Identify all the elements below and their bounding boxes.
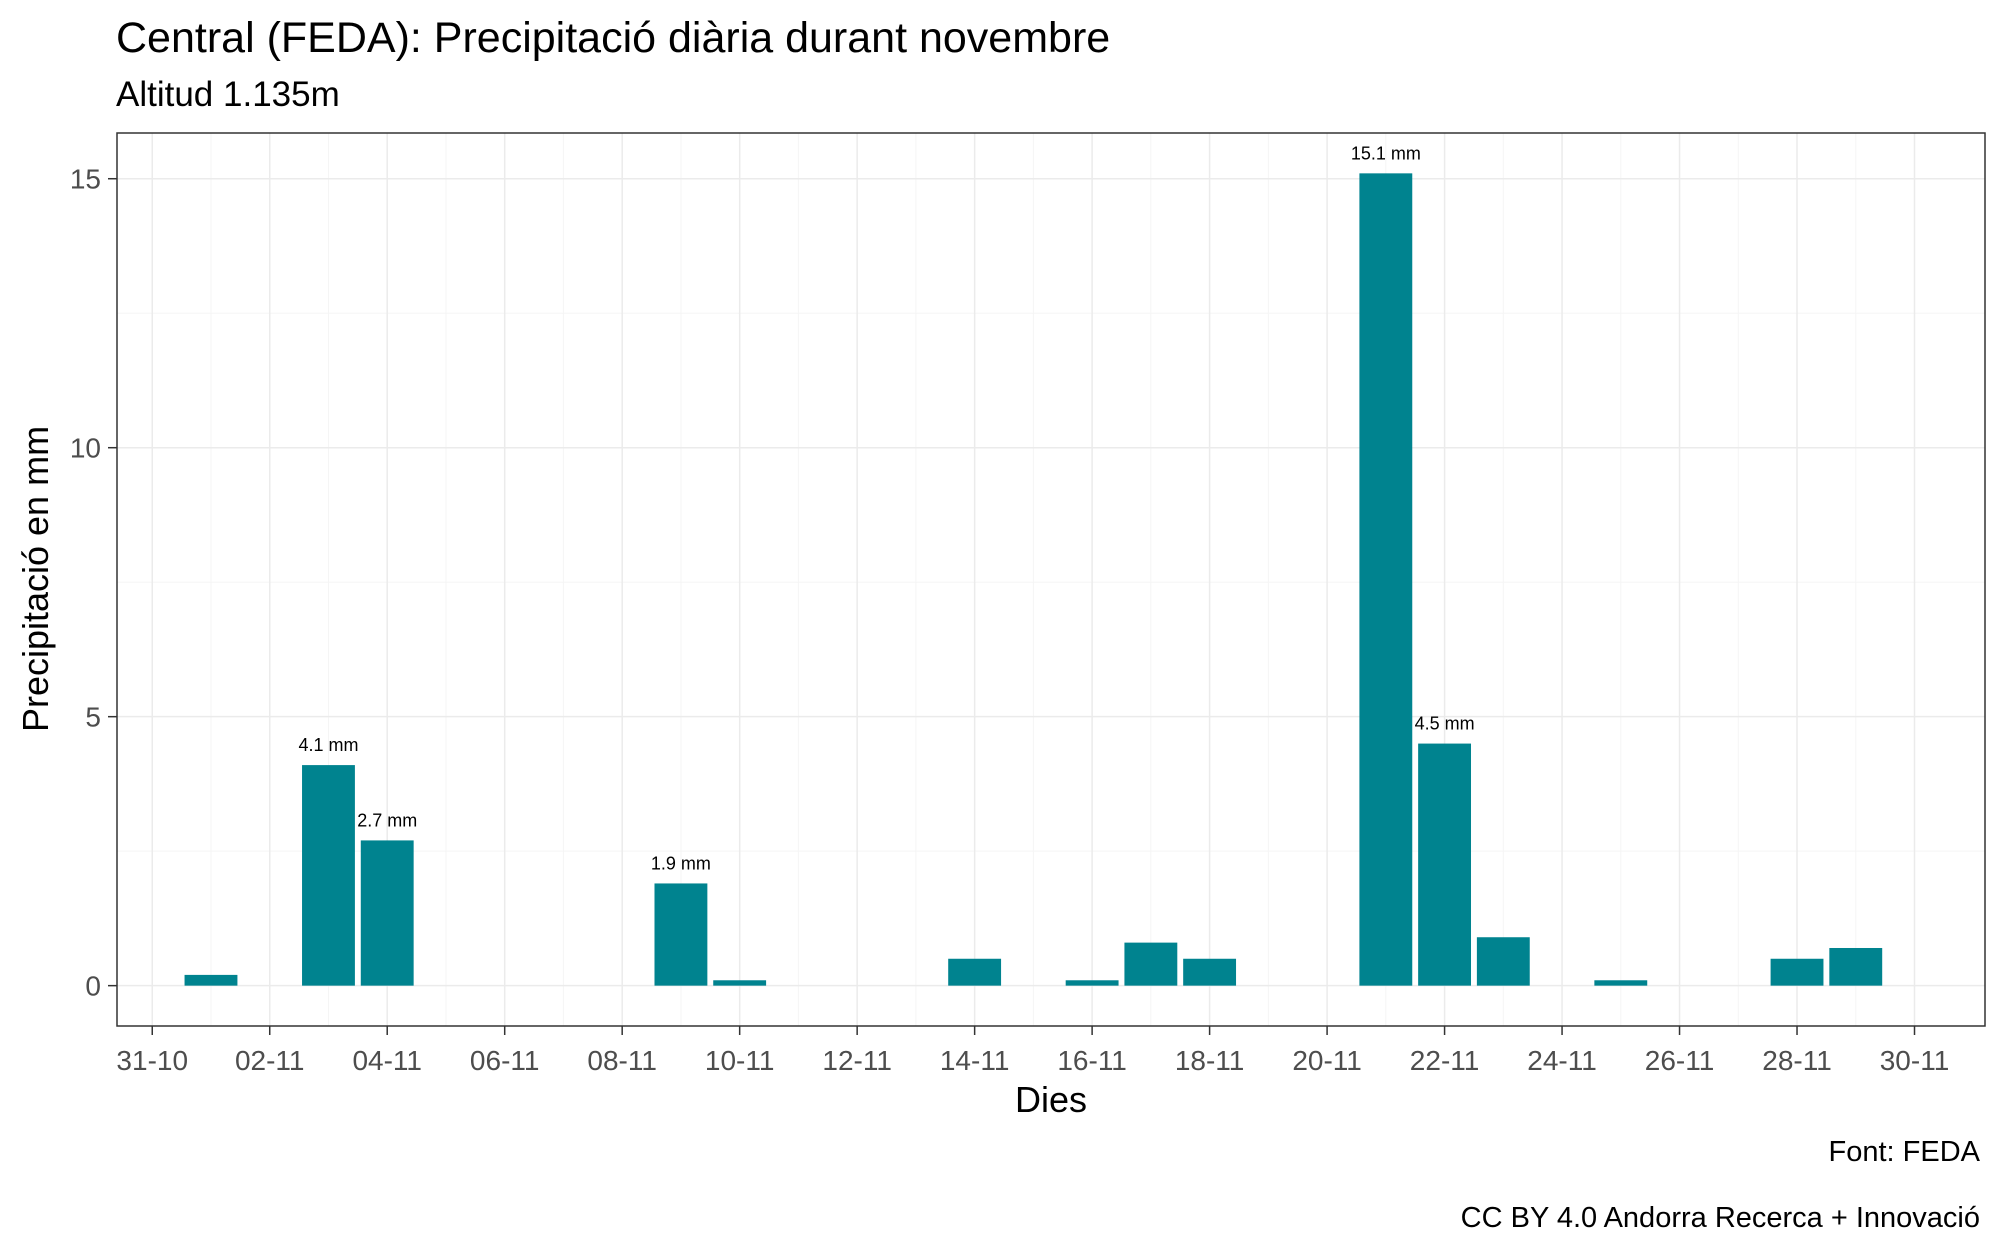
x-axis: 31-10 02-11 04-11 06-11 08-11 10-11 12-11 14-11… — [116, 1026, 1949, 1076]
x-tick-label: 14-11 — [940, 1045, 1010, 1076]
x-tick-label: 22-11 — [1410, 1045, 1480, 1076]
bar-day-16 — [1065, 980, 1119, 986]
x-tick-label: 02-11 — [235, 1045, 305, 1076]
x-tick-label: 08-11 — [587, 1045, 657, 1076]
x-tick-label: 28-11 — [1762, 1045, 1832, 1076]
y-tick-label: 10 — [70, 433, 101, 464]
bar-day-9 — [654, 883, 708, 986]
y-tick-label: 5 — [85, 702, 101, 733]
y-tick-label: 15 — [70, 164, 101, 195]
y-axis: 0 5 10 15 — [70, 164, 117, 1002]
x-tick-label: 31-10 — [116, 1045, 188, 1076]
y-axis-title: Precipitació en mm — [15, 426, 56, 732]
data-label: 2.7 mm — [357, 810, 417, 830]
x-tick-label: 06-11 — [470, 1045, 540, 1076]
y-tick-label: 0 — [85, 971, 101, 1002]
x-tick-label: 30-11 — [1880, 1045, 1950, 1076]
x-tick-label: 04-11 — [352, 1045, 422, 1076]
bar-day-28 — [1770, 958, 1824, 986]
bar-day-18 — [1183, 958, 1237, 986]
plot-panel-background — [117, 133, 1985, 1026]
data-labels: 4.1 mm 2.7 mm 1.9 mm 15.1 mm 4.5 mm — [298, 143, 1474, 873]
data-label: 15.1 mm — [1351, 143, 1421, 163]
bar-day-17 — [1124, 942, 1178, 986]
plot-panel-border — [116, 132, 1986, 1027]
x-tick-label: 18-11 — [1175, 1045, 1245, 1076]
x-tick-label: 20-11 — [1292, 1045, 1362, 1076]
bar-day-23 — [1476, 937, 1530, 986]
data-label: 4.1 mm — [298, 735, 358, 755]
bar-day-22 — [1418, 743, 1472, 986]
bar-day-4 — [360, 840, 414, 986]
bar-day-29 — [1829, 947, 1883, 986]
x-tick-label: 24-11 — [1527, 1045, 1597, 1076]
x-tick-label: 16-11 — [1057, 1045, 1127, 1076]
bar-day-25 — [1594, 980, 1648, 986]
x-axis-title: Dies — [1015, 1079, 1087, 1120]
source-caption: Font: FEDA — [1828, 1136, 1981, 1168]
bars — [184, 173, 1883, 986]
bar-day-21 — [1359, 173, 1413, 986]
bar-day-1 — [184, 974, 238, 986]
chart-title: Central (FEDA): Precipitació diària dura… — [116, 14, 1111, 62]
data-label: 1.9 mm — [651, 853, 711, 873]
bar-day-14 — [948, 958, 1002, 986]
x-tick-label: 26-11 — [1645, 1045, 1715, 1076]
chart-subtitle: Altitud 1.135m — [116, 75, 340, 114]
license-caption: CC BY 4.0 Andorra Recerca + Innovació — [1460, 1202, 1980, 1234]
x-tick-label: 10-11 — [705, 1045, 775, 1076]
bar-day-10 — [713, 980, 767, 986]
bar-day-3 — [302, 765, 355, 986]
data-label: 4.5 mm — [1415, 714, 1475, 734]
x-tick-label: 12-11 — [822, 1045, 892, 1076]
